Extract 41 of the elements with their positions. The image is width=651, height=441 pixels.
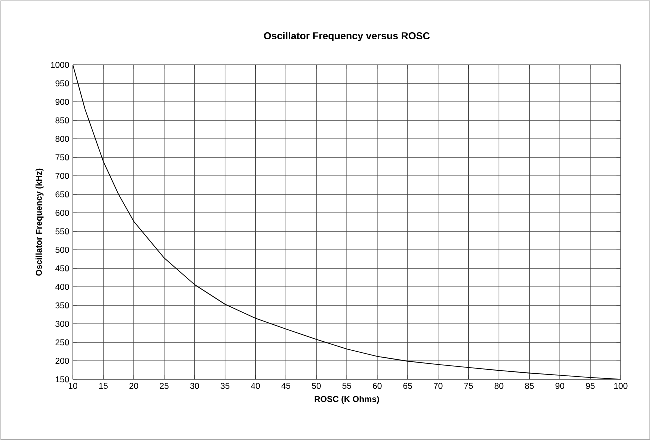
y-tick-label: 300	[56, 321, 70, 328]
y-tick-label: 200	[56, 358, 70, 364]
x-tick-label: 40	[251, 383, 260, 390]
y-tick-label: 700	[56, 173, 70, 180]
x-tick-label: 95	[586, 383, 595, 390]
x-tick-label: 20	[130, 383, 138, 390]
x-tick-label: 85	[525, 383, 534, 390]
x-tick-label: 45	[282, 383, 291, 390]
x-tick-label: 50	[312, 383, 321, 390]
x-tick-label: 60	[373, 383, 382, 390]
x-tick-label: 70	[434, 383, 443, 390]
y-tick-label: 500	[56, 247, 70, 254]
x-tick-label: 100	[614, 383, 628, 390]
y-tick-label: 550	[56, 228, 70, 235]
y-axis-title: Oscillator Frequency (kHz)	[36, 169, 44, 276]
x-tick-label: 10	[69, 383, 78, 390]
x-axis-title: ROSC (K Ohms)	[314, 396, 380, 404]
x-tick-label: 75	[464, 383, 474, 390]
y-tick-label: 600	[56, 210, 70, 216]
x-tick-label: 35	[220, 383, 230, 390]
y-tick-label: 900	[56, 99, 70, 106]
x-tick-label: 90	[556, 383, 564, 390]
x-tick-label: 55	[342, 383, 352, 390]
y-tick-label: 400	[56, 284, 70, 290]
x-tick-label: 80	[494, 383, 504, 390]
x-tick-label: 15	[99, 383, 108, 390]
y-tick-label: 1000	[51, 62, 70, 68]
y-tick-label: 950	[56, 80, 70, 87]
chart-title: Oscillator Frequency versus ROSC	[264, 32, 430, 42]
x-tick-label: 25	[160, 383, 169, 390]
y-tick-label: 250	[56, 340, 70, 346]
x-tick-label: 65	[404, 383, 412, 390]
y-tick-label: 800	[56, 136, 70, 142]
line-series	[73, 65, 621, 380]
y-tick-label: 750	[56, 154, 70, 161]
x-tick-label: 30	[190, 383, 200, 390]
y-tick-label: 850	[56, 118, 70, 124]
y-tick-label: 650	[56, 192, 70, 198]
y-tick-label: 450	[56, 266, 70, 272]
y-tick-label: 350	[56, 302, 70, 309]
y-tick-label: 150	[56, 376, 70, 383]
